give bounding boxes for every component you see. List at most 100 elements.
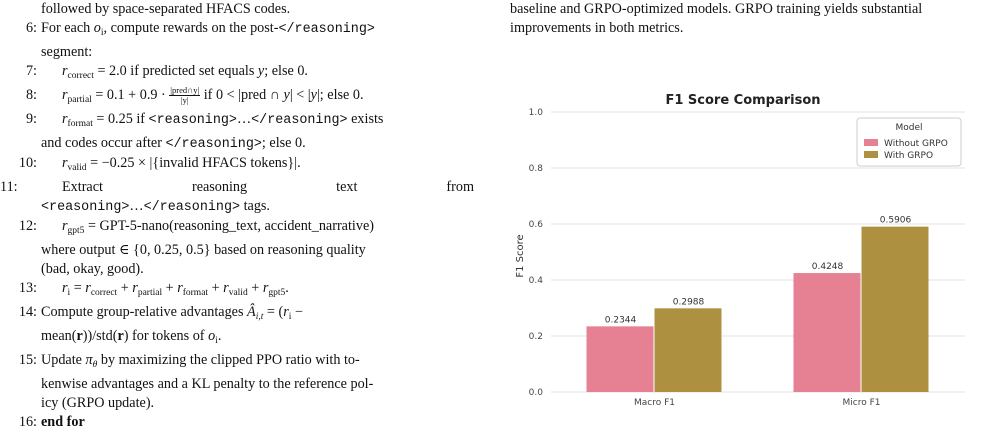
algorithm-text: y: [310, 87, 317, 103]
bar-value-label: 0.2344: [605, 315, 637, 325]
bar: [654, 308, 722, 392]
algorithm-text: o: [208, 328, 216, 344]
x-tick-label: Micro F1: [843, 398, 881, 408]
algorithm-text: </reasoning>: [143, 200, 241, 215]
algorithm-text: gpt5: [268, 288, 286, 298]
algorithm-text: exists: [347, 111, 384, 127]
algorithm-text: r: [62, 87, 68, 103]
algorithm-text: r: [283, 304, 289, 320]
bar: [586, 326, 654, 392]
algorithm-line: 14: Compute group-relative advantages Âi,…: [0, 303, 478, 327]
algorithm-text: .: [285, 280, 289, 296]
algorithm-text: icy (GRPO update).: [41, 395, 155, 411]
caption-line: baseline and GRPO-optimized models. GRPO…: [510, 1, 923, 17]
line-number: 9:: [25, 111, 37, 127]
algorithm-block: followed by space-separated HFACS codes.…: [0, 0, 478, 432]
line-number: 14:: [18, 304, 37, 320]
line-number: 7:: [25, 63, 37, 79]
algorithm-line: 9: rformat = 0.25 if <reasoning>…</reason…: [0, 110, 478, 134]
algorithm-text: r: [223, 280, 229, 296]
line-number: 12:: [18, 218, 37, 234]
algorithm-text: r: [62, 63, 68, 79]
algorithm-text: r: [85, 280, 91, 296]
algorithm-text: </reasoning>: [165, 137, 262, 152]
bar: [793, 273, 861, 392]
line-number: 11:: [0, 179, 18, 195]
algorithm-text: | < |: [289, 87, 311, 103]
algorithm-text: i: [288, 312, 292, 322]
algorithm-text: +: [162, 280, 178, 296]
algorithm-line: 12: rgpt5 = GPT-5-nano(reasoning_text, ac…: [0, 217, 478, 241]
algorithm-text: valid: [228, 288, 248, 298]
algorithm-line: 16: end for: [0, 413, 478, 432]
algorithm-text: partial: [67, 95, 92, 105]
algorithm-text: …: [129, 198, 144, 214]
bar-value-label: 0.2988: [673, 297, 705, 307]
algorithm-line: and codes occur after </reasoning>; else…: [0, 134, 478, 154]
legend-entry: With GRPO: [884, 151, 933, 161]
algorithm-text: and codes occur after: [41, 135, 166, 151]
algorithm-line: followed by space-separated HFACS codes.: [0, 0, 478, 19]
algorithm-text: ; else 0.: [264, 63, 308, 79]
algorithm-line: icy (GRPO update).: [0, 394, 478, 413]
algorithm-line: 7: rcorrect = 2.0 if predicted set equals…: [0, 62, 478, 86]
algorithm-text: gpt5: [67, 226, 85, 236]
algorithm-text: tags.: [240, 198, 270, 214]
algorithm-line: 13: ri = rcorrect + rpartial + rformat + …: [0, 279, 478, 303]
algorithm-text: = GPT-5-nano(reasoning_text, accident_na…: [84, 218, 374, 234]
bars: [586, 226, 929, 392]
algorithm-text: , compute rewards on the post-: [103, 20, 279, 36]
algorithm-text: = 0.1 + 0.9 ·: [91, 87, 170, 103]
line-number: 8:: [25, 87, 37, 103]
y-tick-label: 1.0: [529, 108, 544, 118]
algorithm-text: (bad, okay, good).: [41, 261, 144, 277]
algorithm-text: r: [132, 280, 138, 296]
algorithm-line: (bad, okay, good).: [0, 260, 478, 279]
algorithm-text: i: [67, 288, 71, 298]
y-tick-label: 0.8: [529, 164, 544, 174]
algorithm-text: followed by space-separated HFACS codes.: [41, 1, 291, 17]
algorithm-text: </reasoning>: [251, 113, 348, 128]
algorithm-text: = 0.25 if: [92, 111, 149, 127]
figure-caption: baseline and GRPO-optimized models. GRPO…: [510, 0, 980, 38]
algorithm-text: mean(: [41, 328, 77, 344]
algorithm-text: if 0 < |pred ∩: [200, 87, 284, 103]
algorithm-text: correct: [67, 71, 94, 81]
algorithm-text: i: [100, 28, 104, 38]
algorithm-text: π: [85, 352, 93, 368]
algorithm-text: by maximizing the clipped PPO ratio with…: [97, 352, 360, 368]
algorithm-text: r: [76, 328, 83, 344]
y-tick-labels: 0.0 0.2 0.4 0.6 0.8 1.0: [529, 108, 544, 398]
y-tick-label: 0.0: [529, 388, 544, 398]
algorithm-text: where output ∈ {0, 0.25, 0.5} based on r…: [41, 242, 366, 258]
algorithm-line: segment:: [0, 43, 478, 62]
line-number: 6:: [25, 20, 37, 36]
x-tick-labels: Macro F1 Micro F1: [634, 398, 881, 408]
algorithm-text: Â: [247, 304, 256, 320]
y-axis-label: F1 Score: [515, 234, 526, 277]
algorithm-text: i,t: [255, 312, 264, 322]
line-number: 13:: [18, 280, 37, 296]
algorithm-text: r: [117, 328, 124, 344]
algorithm-text: </reasoning>: [278, 22, 375, 37]
algorithm-text: θ: [92, 360, 98, 370]
algorithm-line: mean(r))/std(r) for tokens of oi.: [0, 327, 478, 351]
algorithm-text: r: [62, 218, 68, 234]
algorithm-text: valid: [67, 163, 87, 173]
algorithm-line: 6: For each oi, compute rewards on the po…: [0, 19, 478, 43]
algorithm-text: format: [67, 119, 93, 129]
algorithm-text: ) for tokens of: [123, 328, 209, 344]
algorithm-text: r: [62, 155, 68, 171]
algorithm-text: <reasoning>: [148, 113, 237, 128]
algorithm-text: o: [93, 20, 101, 36]
legend-swatch: [864, 151, 878, 158]
f1-score-bar-chart: F1 Score Comparison F1 Score 0.00.20.40.…: [515, 93, 965, 408]
algorithm-line: where output ∈ {0, 0.25, 0.5} based on r…: [0, 241, 478, 260]
algorithm-text: Compute group-relative advantages: [41, 304, 248, 320]
legend-swatch: [864, 139, 878, 146]
algorithm-text: y: [283, 87, 290, 103]
algorithm-text: Extract reasoning text from: [62, 179, 474, 195]
algorithm-text: = 2.0 if predicted set equals: [93, 63, 258, 79]
algorithm-text: format: [182, 288, 209, 298]
algorithm-text: ))/std(: [82, 328, 118, 344]
